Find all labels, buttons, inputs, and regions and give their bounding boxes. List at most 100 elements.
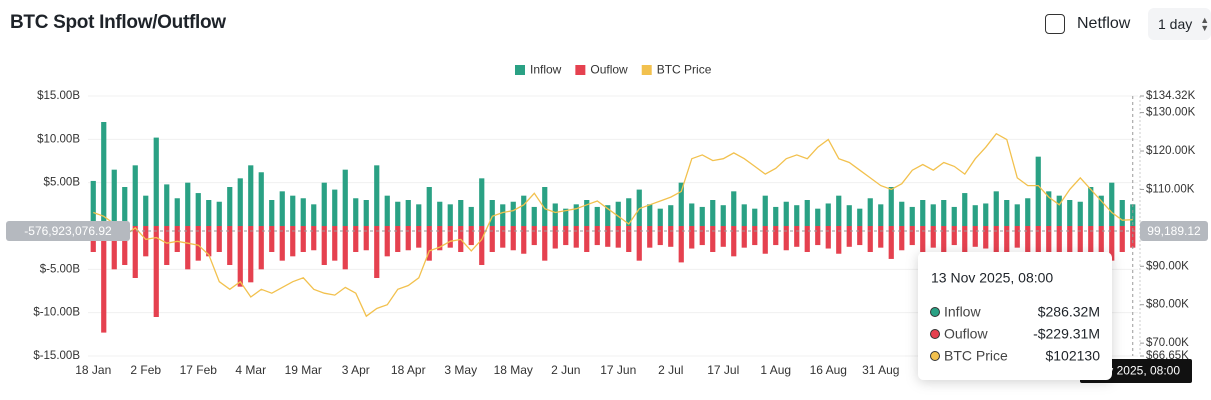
bar [804,200,810,226]
tooltip-value: $102130 [1045,348,1100,364]
bar [195,226,201,261]
bar [899,201,905,226]
x-tick-label: 2 Jun [551,363,580,377]
bar [542,187,548,226]
bar [164,184,170,226]
bar [1119,226,1125,252]
bar [237,178,243,226]
y2-tick-label: $110.00K [1146,183,1195,195]
bar [405,226,411,251]
y2-tick-label: $70.00K [1146,337,1189,349]
bar [594,206,600,226]
bar [846,226,852,247]
tooltip: 13 Nov 2025, 08:00 Inflow $286.32M Ouflow -$… [918,252,1112,380]
bar [972,205,978,226]
bar [1067,226,1073,252]
bar [542,226,548,261]
bar [815,226,821,246]
crosshair-label-bg [6,221,130,241]
bar [1056,195,1062,226]
bar [1046,191,1052,226]
bar [699,206,705,226]
bar [552,226,558,249]
bar [479,178,485,226]
chevron: ▲ ▼ [1200,15,1210,33]
bar [584,226,590,252]
bar [720,226,726,247]
legend-label: BTC Price [657,63,712,77]
bar [279,191,285,226]
bar [615,226,621,248]
bar [752,226,758,246]
y-tick-label: $5.00B [44,177,81,189]
x-tick-label: 2 Feb [130,363,161,377]
bar [111,169,117,226]
bar [1130,204,1136,226]
x-tick-label: 17 Jun [600,363,636,377]
bar [794,205,800,226]
bar [237,226,243,287]
x-tick-label: 18 Jan [75,363,111,377]
bar [563,226,569,246]
crosshair-y2-label: 99,189.12 [1147,224,1201,238]
bar [962,226,968,257]
bar [605,205,611,226]
bar [395,201,401,226]
crosshair-y-label: -576,923,076.92 [24,224,112,238]
bar [510,201,516,226]
bar [426,226,432,261]
checkbox[interactable] [1045,14,1065,34]
bar [668,226,674,247]
bar [510,226,516,251]
bar [101,122,107,226]
bar [353,226,359,252]
y2-tick-label: $120.00K [1146,145,1196,157]
bar [689,203,695,226]
y2-tick-label: $80.00K [1146,299,1189,311]
bar [678,226,684,263]
bar [1025,226,1031,252]
bar [332,226,338,261]
bar [227,226,233,265]
bar [867,226,873,252]
bar [174,198,180,226]
bar [521,195,527,226]
interval-select[interactable]: 1 day ▲ ▼ [1148,8,1211,40]
bar [531,226,537,246]
bar [143,195,149,226]
tooltip-value: $286.32M [1038,304,1100,320]
tooltip-title: 13 Nov 2025, 08:00 [931,270,1053,286]
netflow-toggle[interactable]: Netflow [1045,14,1130,34]
bar [941,200,947,226]
x-tick-label: 18 Apr [391,363,426,377]
bar [783,201,789,226]
bar [626,226,632,252]
bar [216,201,222,226]
bar [363,200,369,226]
bar [342,226,348,270]
bar [458,200,464,226]
bar [300,198,306,226]
bar [993,191,999,226]
bar [909,226,915,246]
bar [1109,182,1115,226]
bar [1088,226,1094,261]
bar [773,206,779,226]
bar [153,226,159,317]
bar [447,204,453,226]
bar [678,182,684,226]
y2-tick-label: $134.32K [1146,90,1196,102]
bar [332,189,338,226]
bar [762,226,768,254]
bar [972,226,978,247]
bar [1119,200,1125,226]
bar [342,169,348,226]
legend-swatch [641,65,652,75]
bar [594,226,600,246]
bar [489,226,495,252]
bar [468,226,474,246]
bar [416,226,422,248]
bar [447,226,453,248]
bar [647,226,653,248]
